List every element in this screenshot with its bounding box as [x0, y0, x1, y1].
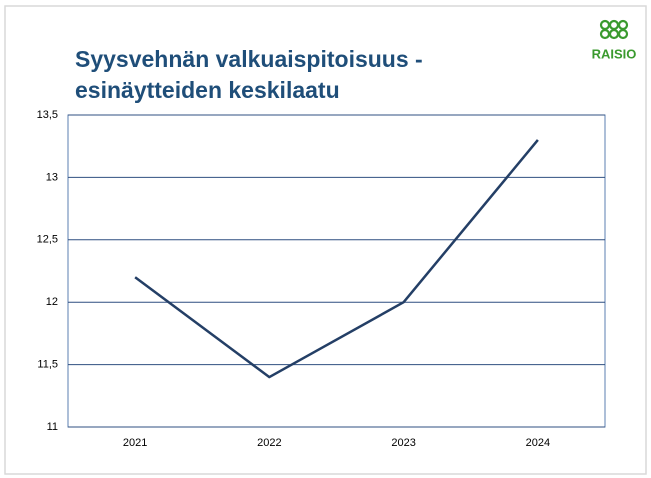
data-line	[134, 139, 539, 379]
y-tick-label: 11	[47, 421, 58, 433]
x-tick-label: 2024	[526, 437, 550, 449]
x-tick-label: 2021	[123, 437, 147, 449]
x-tick-label: 2022	[257, 437, 281, 449]
chart-title-line: esinäytteiden keskilaatu	[75, 77, 340, 103]
y-tick-label: 13,5	[37, 109, 58, 121]
y-tick-label: 12,5	[37, 234, 58, 246]
plot-area	[67, 114, 606, 428]
x-tick-label: 2023	[391, 437, 415, 449]
logo-icon	[599, 19, 629, 40]
y-tick-label: 12	[46, 296, 58, 308]
logo-text: RAISIO	[592, 46, 637, 61]
chart-title-line: Syysvehnän valkuaispitoisuus -	[75, 46, 423, 72]
y-tick-label: 11,5	[37, 359, 58, 371]
y-tick-label: 13	[46, 171, 58, 183]
